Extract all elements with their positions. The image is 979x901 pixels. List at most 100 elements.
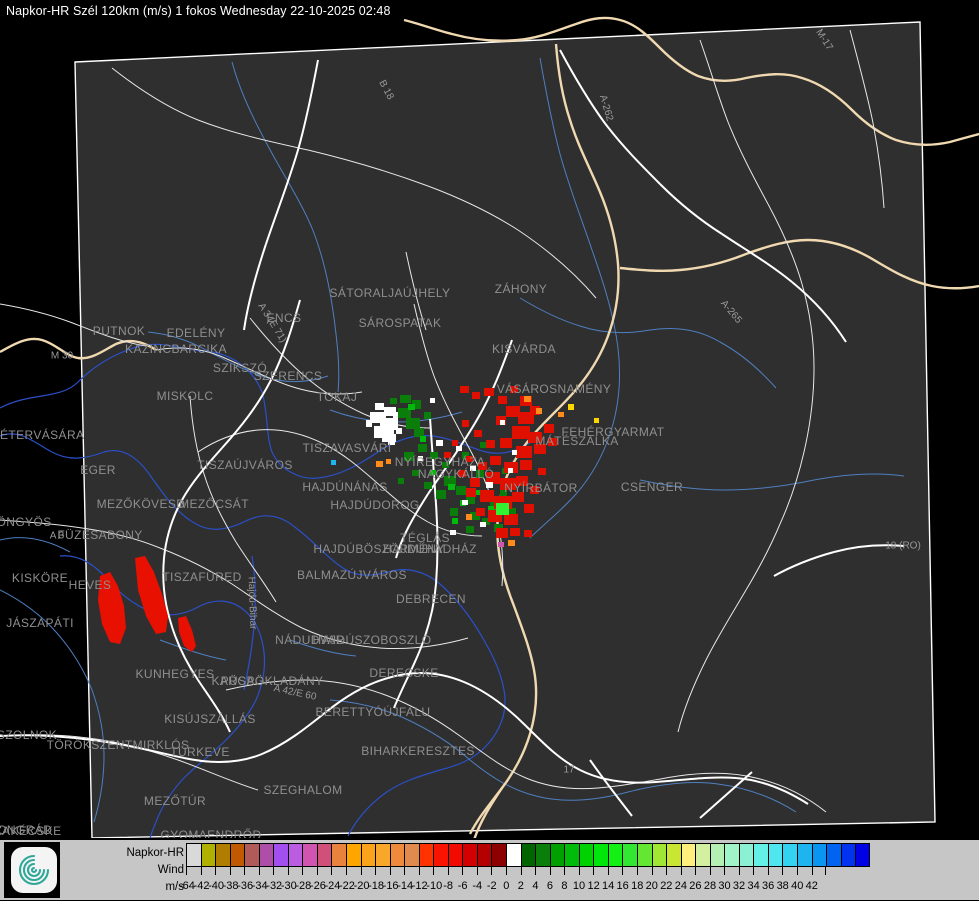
legend-swatch[interactable] xyxy=(302,843,317,867)
legend-tick xyxy=(404,867,419,875)
legend-tick xyxy=(491,867,506,875)
legend-swatch[interactable] xyxy=(578,843,594,867)
legend-swatch[interactable] xyxy=(476,843,492,867)
legend-swatch[interactable] xyxy=(753,843,768,867)
legend-swatch[interactable] xyxy=(607,843,623,867)
legend-swatch[interactable] xyxy=(855,843,870,867)
legend-swatch[interactable] xyxy=(593,843,608,867)
legend-swatch[interactable] xyxy=(287,843,303,867)
radar-echoes-layer xyxy=(98,386,599,652)
legend-swatches[interactable] xyxy=(186,843,870,867)
legend-swatch[interactable] xyxy=(404,843,419,867)
legend-tick xyxy=(506,867,521,875)
legend-swatch[interactable] xyxy=(782,843,797,867)
legend-tick-label: 42 xyxy=(805,880,818,892)
legend-swatch[interactable] xyxy=(506,843,521,867)
legend-tick-label: -34 xyxy=(251,880,268,892)
legend-swatch[interactable] xyxy=(215,843,230,867)
legend-swatch[interactable] xyxy=(244,843,259,867)
legend-swatch[interactable] xyxy=(258,843,274,867)
legend-swatch[interactable] xyxy=(564,843,579,867)
legend-swatch[interactable] xyxy=(767,843,783,867)
legend-tick-label: -32 xyxy=(266,880,283,892)
legend-tick-label: -36 xyxy=(237,880,254,892)
legend-swatch[interactable] xyxy=(360,843,376,867)
legend-tick-label: 28 xyxy=(703,880,717,892)
legend-swatch[interactable] xyxy=(695,843,710,867)
legend-swatch[interactable] xyxy=(375,843,390,867)
legend-tick-label: -30 xyxy=(280,880,297,892)
county-borders-layer xyxy=(0,29,885,813)
legend-tick xyxy=(375,867,390,875)
legend-swatch[interactable] xyxy=(811,843,827,867)
legend-tick-label: -8 xyxy=(443,880,453,892)
legend-tick-label: 36 xyxy=(762,880,775,892)
legend-tick-label: -38 xyxy=(222,880,239,892)
legend-swatch[interactable] xyxy=(796,843,812,867)
legend-tick xyxy=(651,867,667,875)
legend-tick xyxy=(709,867,725,875)
legend-swatch[interactable] xyxy=(462,843,477,867)
legend-tick-label: 40 xyxy=(791,880,804,892)
radar-coverage-area xyxy=(74,21,936,839)
legend-tick-label: -26 xyxy=(309,880,326,892)
legend-tick xyxy=(389,867,405,875)
legend-swatch[interactable] xyxy=(840,843,856,867)
legend-swatch[interactable] xyxy=(418,843,434,867)
legend-swatch[interactable] xyxy=(709,843,725,867)
legend-swatch[interactable] xyxy=(433,843,448,867)
legend-swatch[interactable] xyxy=(389,843,405,867)
legend-tick xyxy=(447,867,463,875)
legend-tick xyxy=(331,867,346,875)
legend-tick xyxy=(636,867,652,875)
legend-tick-label: -4 xyxy=(472,880,483,892)
legend-swatch[interactable] xyxy=(200,843,216,867)
radar-map[interactable]: PUTNOK EDELÉNY KAZINCBARCIKA SZIKSZÓ ENCS SZE… xyxy=(0,0,979,840)
legend-swatch[interactable] xyxy=(724,843,739,867)
legend-swatch[interactable] xyxy=(738,843,754,867)
legend-swatch[interactable] xyxy=(229,843,245,867)
legend-tick-label: -12 xyxy=(411,880,428,892)
legend-swatch[interactable] xyxy=(331,843,347,867)
legend-tick-label: -2 xyxy=(486,880,497,892)
legend-swatch[interactable] xyxy=(666,843,681,867)
logo-backdrop xyxy=(4,842,60,898)
legend-swatch[interactable] xyxy=(549,843,565,867)
legend-tick-label: -64 xyxy=(179,880,195,892)
legend-tick xyxy=(622,867,637,875)
legend-swatch[interactable] xyxy=(346,843,361,867)
legend-swatch[interactable] xyxy=(316,843,332,867)
legend-swatch[interactable] xyxy=(535,843,550,867)
legend-tick-label: 14 xyxy=(602,880,615,892)
legend-swatch[interactable] xyxy=(680,843,696,867)
legend-divider xyxy=(0,838,979,840)
legend-swatch[interactable] xyxy=(636,843,652,867)
legend-tick-label: 8 xyxy=(561,880,568,892)
legend-swatch[interactable] xyxy=(520,843,536,867)
legend-swatch[interactable] xyxy=(447,843,463,867)
legend-swatch[interactable] xyxy=(273,843,288,867)
legend-tick xyxy=(796,867,812,875)
legend-tick xyxy=(753,867,768,875)
legend-swatch[interactable] xyxy=(186,843,201,867)
legend-tick-label: -6 xyxy=(457,880,468,892)
legend-tick-label: 18 xyxy=(631,880,644,892)
legend-swatch[interactable] xyxy=(622,843,637,867)
legend-tick xyxy=(593,867,608,875)
legend-caption-line3: m/s xyxy=(165,881,184,893)
legend-tick-label: -22 xyxy=(339,880,355,892)
legend-tick-label: -18 xyxy=(368,880,385,892)
legend-tick-label: -42 xyxy=(193,880,210,892)
legend-tick xyxy=(724,867,739,875)
spiral-logo xyxy=(11,847,57,893)
legend-tick xyxy=(418,867,434,875)
legend-tick-label: -10 xyxy=(426,880,443,892)
legend-swatch[interactable] xyxy=(491,843,507,867)
legend-swatch[interactable] xyxy=(651,843,667,867)
legend-tick xyxy=(346,867,361,875)
legend-swatch[interactable] xyxy=(826,843,841,867)
legend-tick xyxy=(535,867,550,875)
legend-tick xyxy=(433,867,448,875)
legend-tick xyxy=(258,867,274,875)
legend-tick-label: 20 xyxy=(645,880,658,892)
